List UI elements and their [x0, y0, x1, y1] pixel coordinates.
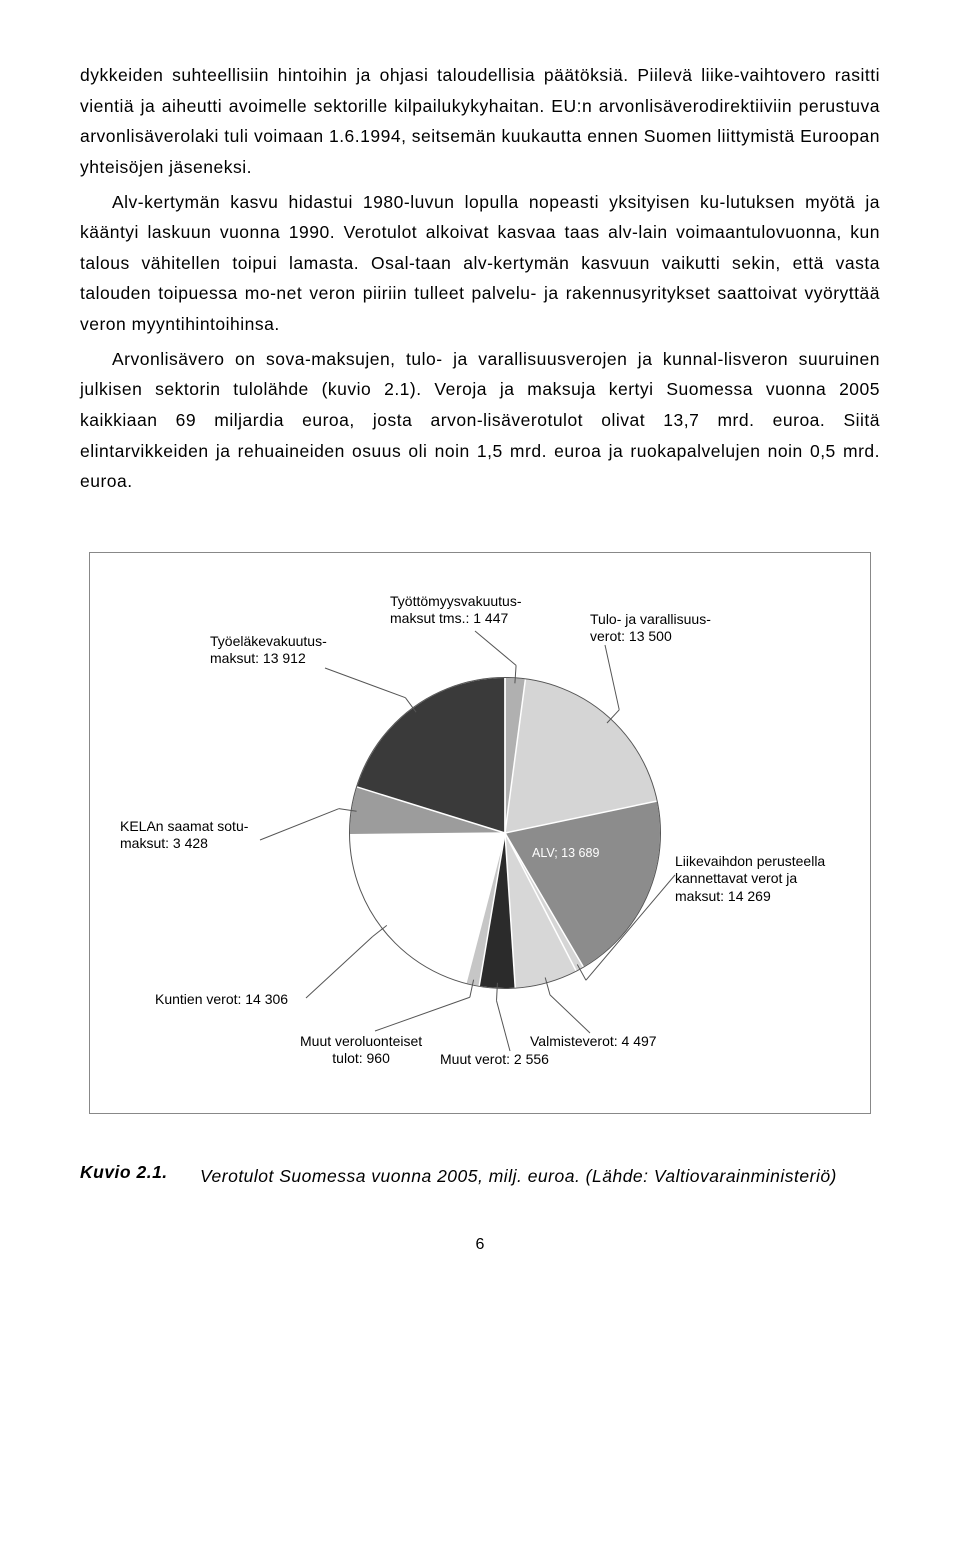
chart-label-line: Tulo- ja varallisuus- — [590, 611, 711, 627]
figure-caption-number: Kuvio 2.1. — [80, 1162, 200, 1192]
chart-label-line: maksut tms.: 1 447 — [390, 610, 508, 626]
body-paragraph-1: dykkeiden suhteellisiin hintoihin ja ohj… — [80, 60, 880, 183]
chart-label-line: Liikevaihdon perusteella — [675, 853, 825, 869]
chart-label-line: maksut: 13 912 — [210, 650, 306, 666]
chart-label-line: Työeläkevakuutus- — [210, 633, 327, 649]
chart-label-line: Valmisteverot: 4 497 — [530, 1033, 657, 1049]
chart-label-tyoelake: Työeläkevakuutus- maksut: 13 912 — [210, 633, 327, 668]
pie-slice-label-alv: ALV; 13 689 — [532, 846, 599, 860]
pie-chart: ALV; 13 689 — [350, 678, 660, 988]
chart-label-muutluont: Muut veroluonteiset tulot: 960 — [300, 1033, 422, 1068]
chart-label-valmiste: Valmisteverot: 4 497 — [530, 1033, 657, 1051]
figure-caption: Kuvio 2.1. Verotulot Suomessa vuonna 200… — [80, 1162, 880, 1192]
pie-chart-figure: ALV; 13 689 Työttömyysvakuutus- maksut t… — [89, 552, 871, 1114]
figure-caption-text: Verotulot Suomessa vuonna 2005, milj. eu… — [200, 1162, 837, 1192]
chart-label-tyottomyys: Työttömyysvakuutus- maksut tms.: 1 447 — [390, 593, 560, 628]
chart-label-line: kannettavat verot ja — [675, 870, 797, 886]
chart-label-tulo: Tulo- ja varallisuus- verot: 13 500 — [590, 611, 711, 646]
page-number: 6 — [80, 1236, 880, 1254]
chart-label-line: tulot: 960 — [332, 1050, 390, 1066]
chart-label-muutverot: Muut verot: 2 556 — [440, 1051, 549, 1069]
chart-label-kuntien: Kuntien verot: 14 306 — [155, 991, 288, 1009]
body-paragraph-3: Arvonlisävero on sova-maksujen, tulo- ja… — [80, 344, 880, 497]
chart-label-kela: KELAn saamat sotu- maksut: 3 428 — [120, 818, 248, 853]
chart-label-line: Työttömyysvakuutus- — [390, 593, 522, 609]
chart-label-line: Kuntien verot: 14 306 — [155, 991, 288, 1007]
chart-label-line: Muut veroluonteiset — [300, 1033, 422, 1049]
chart-label-liike: Liikevaihdon perusteella kannettavat ver… — [675, 853, 825, 906]
chart-label-line: verot: 13 500 — [590, 628, 672, 644]
chart-label-line: maksut: 3 428 — [120, 835, 208, 851]
chart-label-line: KELAn saamat sotu- — [120, 818, 248, 834]
chart-label-line: maksut: 14 269 — [675, 888, 771, 904]
document-page: dykkeiden suhteellisiin hintoihin ja ohj… — [0, 0, 960, 1294]
chart-label-line: Muut verot: 2 556 — [440, 1051, 549, 1067]
body-paragraph-2: Alv-kertymän kasvu hidastui 1980-luvun l… — [80, 187, 880, 340]
